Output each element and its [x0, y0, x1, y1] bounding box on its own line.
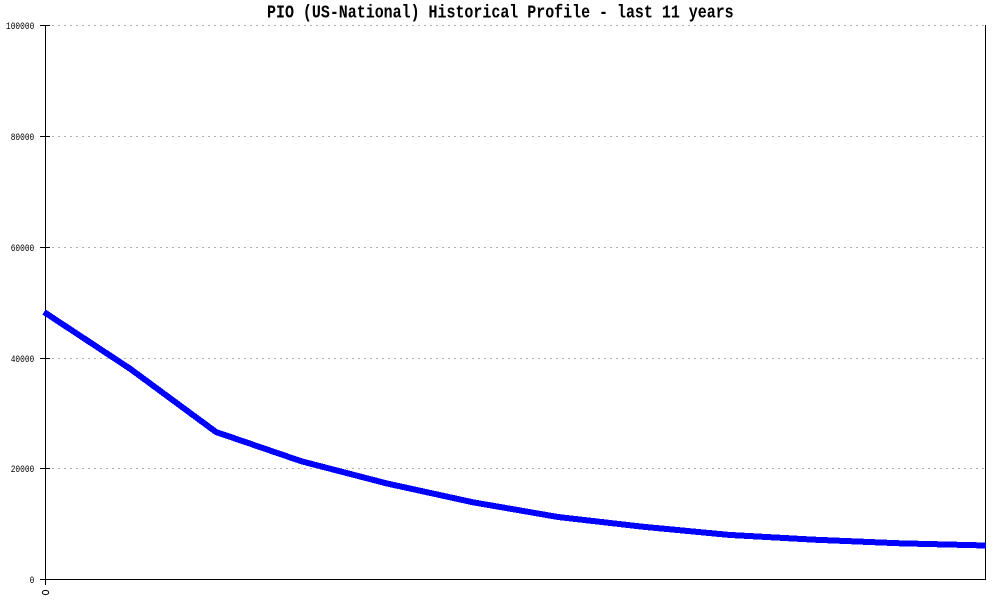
svg-text:PIO (US-National) Historical P: PIO (US-National) Historical Profile - l… — [267, 3, 734, 24]
svg-text:0: 0 — [30, 575, 35, 586]
svg-text:80000: 80000 — [11, 132, 35, 143]
svg-text:20000: 20000 — [11, 464, 35, 475]
svg-text:40000: 40000 — [11, 354, 35, 365]
svg-text:60000: 60000 — [11, 243, 35, 254]
svg-text:100000: 100000 — [6, 21, 34, 32]
